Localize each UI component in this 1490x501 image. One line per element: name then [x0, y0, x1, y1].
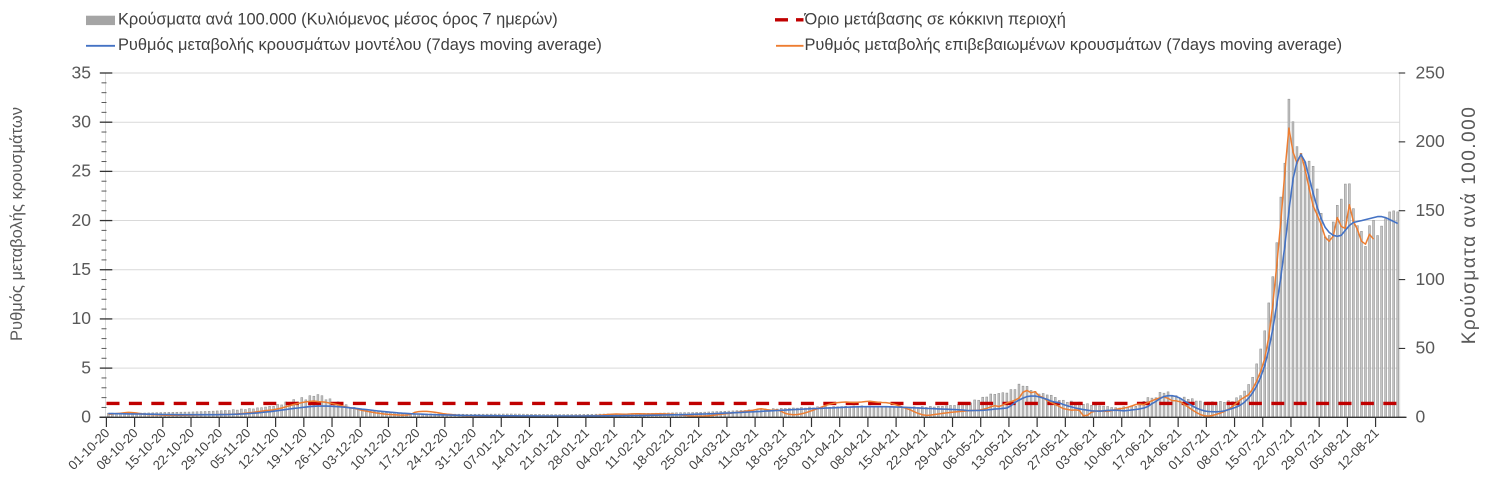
svg-text:Κρούσματα ανά 100.000 (Κυλιόμε: Κρούσματα ανά 100.000 (Κυλιόμενος μέσος … — [118, 10, 558, 28]
svg-text:Όριο μετάβασης σε κόκκινη περι: Όριο μετάβασης σε κόκκινη περιοχή — [804, 10, 1066, 28]
svg-text:50: 50 — [1416, 338, 1436, 358]
svg-text:10: 10 — [72, 308, 92, 328]
svg-text:Ρυθμός μεταβολής επιβεβαιωμένω: Ρυθμός μεταβολής επιβεβαιωμένων κρουσμάτ… — [805, 36, 1343, 54]
svg-text:5: 5 — [81, 357, 91, 377]
svg-text:0: 0 — [1416, 407, 1426, 427]
svg-text:15: 15 — [72, 259, 91, 279]
svg-text:200: 200 — [1416, 131, 1445, 151]
svg-text:20: 20 — [72, 210, 92, 230]
svg-text:150: 150 — [1416, 200, 1445, 220]
svg-text:100: 100 — [1416, 269, 1445, 289]
svg-text:Κρούσματα ανά 100.000: Κρούσματα ανά 100.000 — [1459, 106, 1480, 345]
svg-text:250: 250 — [1416, 62, 1445, 82]
svg-text:Ρυθμός μεταβολής κρουσμάτων: Ρυθμός μεταβολής κρουσμάτων — [8, 107, 26, 341]
svg-text:30: 30 — [72, 112, 92, 132]
svg-text:25: 25 — [72, 161, 91, 181]
svg-text:0: 0 — [81, 407, 91, 427]
svg-text:Ρυθμός μεταβολής κρουσμάτων μο: Ρυθμός μεταβολής κρουσμάτων μοντέλου (7d… — [118, 36, 602, 54]
svg-text:35: 35 — [72, 62, 91, 82]
